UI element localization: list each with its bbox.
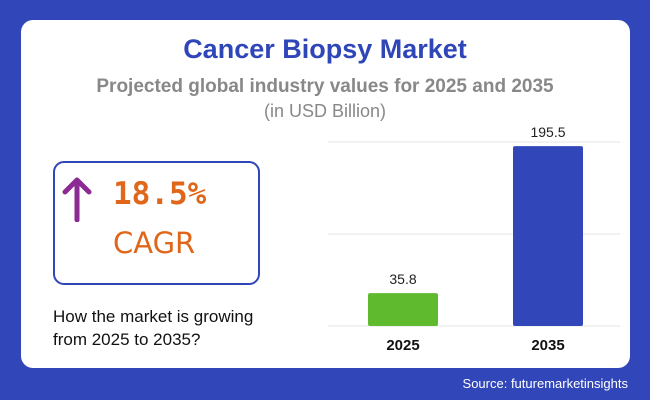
subtitle: Projected global industry values for 202… (96, 76, 554, 97)
unit-label: (in USD Billion) (263, 101, 387, 121)
growth-question: How the market is growing from 2025 to 2… (53, 307, 254, 349)
cagr-value: 18.5% (113, 176, 207, 212)
bar-2025 (368, 293, 438, 326)
bar-2035 (513, 146, 583, 326)
source-note: Source: futuremarketinsights (462, 376, 628, 391)
cagr-label: CAGR (113, 226, 196, 260)
cagr-box (53, 161, 260, 285)
x-tick-label-2035: 2035 (531, 337, 564, 354)
arrow-up-icon (62, 177, 92, 222)
data-label-2035: 195.5 (530, 124, 565, 140)
data-label-2025: 35.8 (389, 271, 416, 287)
x-tick-label-2025: 2025 (386, 337, 419, 354)
page-title: Cancer Biopsy Market (183, 34, 467, 64)
